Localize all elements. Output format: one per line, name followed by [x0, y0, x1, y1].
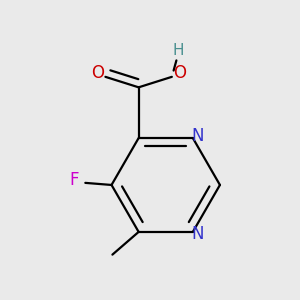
Text: N: N [191, 127, 204, 145]
Text: O: O [173, 64, 186, 82]
Text: O: O [91, 64, 104, 82]
Text: H: H [172, 43, 184, 58]
Text: N: N [191, 225, 204, 243]
Text: F: F [69, 171, 79, 189]
